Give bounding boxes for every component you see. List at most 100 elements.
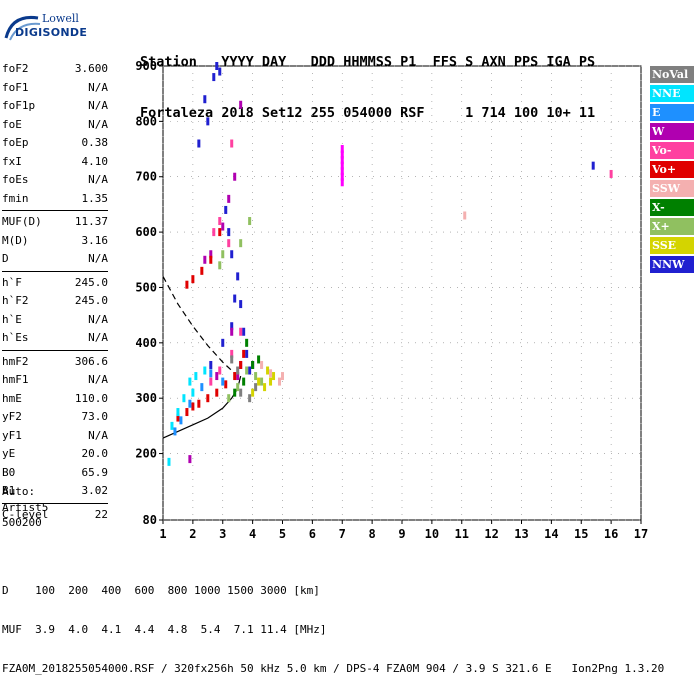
data-point xyxy=(212,228,216,237)
param-value: N/A xyxy=(88,331,108,344)
x-tick-label: 6 xyxy=(309,527,316,541)
data-point xyxy=(236,272,240,281)
param-name: h`F xyxy=(2,275,22,289)
x-tick-label: 15 xyxy=(574,527,588,541)
data-point xyxy=(248,217,252,226)
data-point xyxy=(239,360,243,369)
param-value: 4.10 xyxy=(81,154,109,168)
param-name: M(D) xyxy=(2,233,29,247)
data-point xyxy=(239,300,243,309)
param-name: hmF1 xyxy=(2,373,29,386)
data-point xyxy=(209,360,213,369)
data-point xyxy=(239,100,243,109)
legend-item-x-: X- xyxy=(650,199,694,216)
param-row: h`E N/A xyxy=(2,311,108,330)
x-tick-label: 13 xyxy=(514,527,528,541)
param-value: 1.35 xyxy=(81,191,109,205)
data-point xyxy=(221,338,225,347)
data-point xyxy=(218,67,222,76)
data-point xyxy=(179,416,183,425)
data-point xyxy=(233,388,237,397)
header-line2: Fortaleza 2018 Set12 255 054000 RSF 1 71… xyxy=(140,105,596,121)
data-point xyxy=(188,399,192,408)
dashed-profile-curve xyxy=(162,276,236,374)
param-row: B0 65.9 xyxy=(2,464,108,483)
param-value: N/A xyxy=(88,99,108,112)
param-row: foF2 3.600 xyxy=(2,60,108,79)
data-point xyxy=(269,369,273,378)
data-point xyxy=(242,327,246,336)
data-point xyxy=(260,377,264,386)
legend-item-vo-: Vo+ xyxy=(650,161,694,178)
data-point xyxy=(200,383,204,392)
data-point xyxy=(269,377,273,386)
param-name: hmE xyxy=(2,391,22,405)
data-point xyxy=(340,167,344,176)
data-point xyxy=(230,250,234,259)
data-point xyxy=(197,139,201,148)
data-point xyxy=(218,261,222,270)
param-value: 306.6 xyxy=(74,354,108,368)
x-tick-label: 1 xyxy=(159,527,166,541)
data-point xyxy=(340,150,344,159)
data-point xyxy=(248,366,252,375)
param-value: 245.0 xyxy=(74,294,108,307)
param-row: h`Es N/A xyxy=(2,329,108,348)
param-value: 11.37 xyxy=(74,215,108,228)
auto-line1: Auto: xyxy=(2,485,36,498)
data-point xyxy=(340,145,344,154)
data-point xyxy=(230,355,234,364)
param-value: 245.0 xyxy=(74,275,108,289)
y-tick-label: 200 xyxy=(135,447,157,461)
param-name: fxI xyxy=(2,154,22,168)
data-point xyxy=(242,349,246,358)
x-tick-label: 17 xyxy=(634,527,648,541)
param-name: foF1p xyxy=(2,99,36,112)
param-name: hmF2 xyxy=(2,354,29,368)
data-point xyxy=(248,394,252,403)
data-point xyxy=(224,205,228,214)
auto-line3: 500200 xyxy=(2,516,42,529)
data-point xyxy=(215,372,219,381)
data-point xyxy=(182,394,186,403)
data-point xyxy=(221,222,225,231)
param-row: hmF1 N/A xyxy=(2,371,108,390)
param-value: 3.16 xyxy=(81,233,109,247)
param-row: B1 3.02 xyxy=(2,482,108,501)
param-value: 110.0 xyxy=(74,391,108,405)
param-value: 0.38 xyxy=(81,136,109,149)
legend-item-nnw: NNW xyxy=(650,256,694,273)
param-name: B1 xyxy=(2,484,16,497)
data-point xyxy=(206,117,210,126)
data-point xyxy=(170,421,174,430)
x-tick-label: 16 xyxy=(604,527,618,541)
data-point xyxy=(257,355,261,364)
x-tick-label: 14 xyxy=(544,527,558,541)
y-tick-label: 300 xyxy=(135,391,157,405)
data-point xyxy=(173,427,177,436)
legend-item-nne: NNE xyxy=(650,85,694,102)
param-separator xyxy=(2,270,108,272)
data-point xyxy=(197,399,201,408)
x-tick-label: 7 xyxy=(339,527,346,541)
data-point xyxy=(591,161,595,170)
legend: NoVal NNE E W Vo- Vo+ SSW X- X+ SSE NNW xyxy=(650,66,694,275)
param-value: 65.9 xyxy=(81,465,109,479)
param-row: foEs N/A xyxy=(2,171,108,190)
y-tick-label: 900 xyxy=(135,59,157,73)
param-row: D N/A xyxy=(2,250,108,269)
param-row: M(D) 3.16 xyxy=(2,232,108,251)
data-point xyxy=(188,377,192,386)
y-tick-label: 400 xyxy=(135,336,157,350)
data-point xyxy=(185,408,189,417)
param-name: MUF(D) xyxy=(2,215,42,228)
param-name: yF2 xyxy=(2,410,22,423)
data-point xyxy=(167,457,171,466)
data-point xyxy=(245,338,249,347)
param-row: yF2 73.0 xyxy=(2,408,108,427)
param-name: D xyxy=(2,252,9,265)
data-point xyxy=(463,211,467,220)
data-point xyxy=(209,377,213,386)
data-point xyxy=(221,250,225,259)
data-point xyxy=(221,377,225,386)
